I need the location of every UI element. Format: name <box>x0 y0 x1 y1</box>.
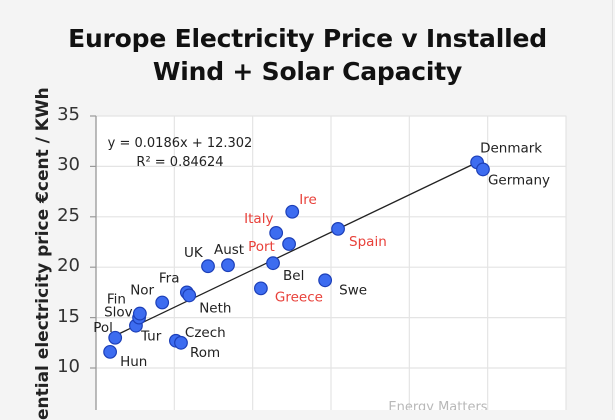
point-label: Fra <box>159 270 180 286</box>
data-points <box>103 155 490 359</box>
data-point-swe <box>318 273 333 288</box>
y-tick-label: 30 <box>57 154 80 176</box>
data-point-rom <box>174 335 188 350</box>
data-point-spain <box>331 221 345 236</box>
trendline <box>113 159 483 337</box>
data-point-greece <box>253 281 268 296</box>
y-tick-marks <box>90 115 96 369</box>
point-label: Nor <box>130 282 154 298</box>
data-point-hun <box>103 344 117 359</box>
data-point-pol <box>108 330 123 345</box>
data-point-aust <box>221 258 235 273</box>
data-point-uk <box>201 259 215 274</box>
y-tick-label: 25 <box>57 204 80 226</box>
y-tick-label: 20 <box>57 255 80 277</box>
point-label: Spain <box>349 234 387 250</box>
point-label: Slov <box>104 305 133 321</box>
gridlines <box>95 115 567 410</box>
point-label: Czech <box>185 325 226 341</box>
point-label: Tur <box>140 329 162 345</box>
point-label: Italy <box>244 211 273 227</box>
point-label: Aust <box>214 242 244 258</box>
point-label: Ire <box>299 192 317 208</box>
y-tick-label: 15 <box>57 305 80 327</box>
point-label: Germany <box>488 172 550 188</box>
data-point-italy <box>269 226 284 240</box>
y-tick-label: 10 <box>57 356 80 377</box>
trendline-equation: y = 0.0186x + 12.302 <box>108 136 253 151</box>
data-point-bel <box>266 256 280 271</box>
point-label: Rom <box>190 345 220 361</box>
point-label: Pol <box>93 320 113 336</box>
point-label: Greece <box>275 289 323 305</box>
point-label: Port <box>248 239 275 255</box>
y-tick-label: 35 <box>57 104 80 125</box>
data-point-nor <box>155 295 170 310</box>
chart-title-line-2: Wind + Solar Capacity <box>152 57 463 86</box>
point-label: Swe <box>339 282 367 298</box>
point-label: Neth <box>199 300 231 316</box>
chart-frame <box>612 0 613 410</box>
data-point-fin <box>132 306 147 321</box>
point-label: Bel <box>283 268 304 284</box>
data-point-neth <box>182 288 197 303</box>
chart-title: Europe Electricity Price v Installed Win… <box>0 22 615 88</box>
point-label: Hun <box>120 354 147 370</box>
point-label: Fin <box>107 292 126 308</box>
trendline-r-squared: R² = 0.84624 <box>136 155 223 170</box>
data-point-germany <box>476 162 490 177</box>
data-point-ire <box>285 204 300 219</box>
chart-title-line-1: Europe Electricity Price v Installed <box>68 24 547 53</box>
data-point-port <box>282 237 296 251</box>
point-label: UK <box>184 245 204 261</box>
point-label: Denmark <box>480 140 542 156</box>
watermark: Energy Matters <box>388 400 487 410</box>
